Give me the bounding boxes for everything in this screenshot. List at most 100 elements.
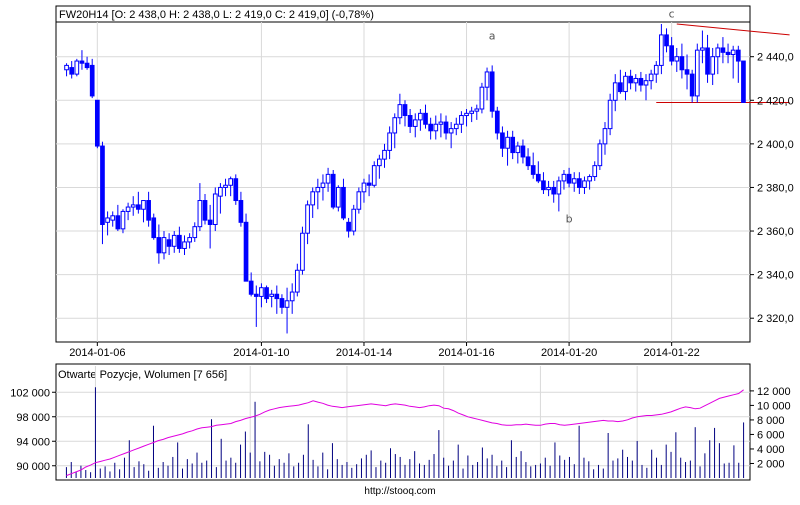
candle-body xyxy=(69,67,75,75)
candle-body xyxy=(638,77,644,86)
price-y-axis: 2 320,0 2 340,0 2 360,0 2 380,0 2 400,0 2 420… xyxy=(750,52,794,325)
candle-body xyxy=(720,47,726,53)
price-y-tick-label: 2 380,0 xyxy=(757,182,794,194)
candle-body xyxy=(218,186,223,197)
candle-body xyxy=(515,145,521,154)
candle-body xyxy=(94,99,100,147)
price-x-tick-label: 2014-01-06 xyxy=(69,347,125,359)
candle-body xyxy=(253,293,259,297)
candle-body xyxy=(607,99,613,130)
volume-panel-frame xyxy=(55,363,751,481)
wave-label-c: c xyxy=(669,7,675,20)
candle-body xyxy=(469,110,475,114)
candle-body xyxy=(500,132,505,149)
candle-body xyxy=(725,51,731,56)
candle-body xyxy=(192,226,198,239)
candle-body xyxy=(730,49,736,56)
candle-body xyxy=(207,219,213,225)
candle-body xyxy=(105,217,110,223)
candle-body xyxy=(187,237,192,243)
wave-label-a: a xyxy=(489,29,496,42)
volume-axis-tick-label: 8 000 xyxy=(757,415,785,427)
candle-body xyxy=(525,156,531,167)
volume-axis-tick-label: 10 000 xyxy=(757,400,791,412)
candle-body xyxy=(136,204,141,210)
candle-body xyxy=(264,287,269,300)
candle-body xyxy=(320,182,326,188)
candle-body xyxy=(243,221,249,282)
oi-axis-tick-label: 94 000 xyxy=(16,436,50,448)
trendline xyxy=(676,23,790,36)
candle-body xyxy=(505,136,510,149)
candle-body xyxy=(735,49,741,62)
candle-body xyxy=(202,200,208,221)
candle-body xyxy=(494,110,500,134)
oi-axis-tick-label: 102 000 xyxy=(10,387,50,399)
candle-body xyxy=(212,193,218,225)
candle-body xyxy=(305,204,310,234)
candle-body xyxy=(310,191,316,206)
candle-body xyxy=(464,112,469,117)
candle-body xyxy=(407,115,413,127)
candle-body xyxy=(418,112,423,121)
price-y-tick-label: 2 360,0 xyxy=(757,226,794,238)
candle-body xyxy=(694,49,700,97)
candle-body xyxy=(156,237,162,254)
candle-body xyxy=(84,62,90,69)
candle-body xyxy=(366,182,372,186)
candles xyxy=(64,24,746,334)
volume-axis-tick-label: 12 000 xyxy=(757,386,791,398)
candle-body xyxy=(479,86,485,110)
candle-body xyxy=(371,165,377,186)
price-x-tick-label: 2014-01-10 xyxy=(233,347,289,359)
candle-body xyxy=(700,47,705,51)
price-header-text: FW20H14 [O: 2 438,0 H: 2 438,0 L: 2 419,0… xyxy=(59,9,374,21)
candle-body xyxy=(715,47,721,58)
candle-body xyxy=(412,119,418,127)
candle-body xyxy=(556,180,562,195)
candle-body xyxy=(130,204,136,208)
candle-body xyxy=(120,210,126,230)
price-y-tick-label: 2 440,0 xyxy=(757,52,794,64)
volume-axis-tick-label: 4 000 xyxy=(757,444,785,456)
candle-body xyxy=(64,64,69,71)
candle-body xyxy=(648,73,654,82)
candle-body xyxy=(315,186,321,193)
candle-body xyxy=(100,145,105,225)
candle-body xyxy=(612,82,618,101)
candle-body xyxy=(684,69,690,75)
candle-body xyxy=(571,178,577,184)
candle-body xyxy=(602,128,608,145)
wave-label-b: b xyxy=(566,212,573,225)
candle-body xyxy=(387,132,392,151)
candle-body xyxy=(341,186,346,219)
candle-body xyxy=(289,291,295,302)
price-panel-frame xyxy=(55,5,751,343)
price-x-tick-label: 2014-01-20 xyxy=(541,347,597,359)
candle-body xyxy=(166,239,172,247)
candle-body xyxy=(397,104,403,119)
candle-body xyxy=(125,206,131,212)
candle-body xyxy=(248,280,254,295)
candle-body xyxy=(171,234,177,247)
candle-body xyxy=(623,75,628,93)
price-x-axis: 2014-01-06 2014-01-10 2014-01-14 2014-01-16… xyxy=(69,342,700,359)
candle-body xyxy=(541,180,546,191)
candle-body xyxy=(484,71,490,88)
price-header-box xyxy=(55,5,751,23)
candle-body xyxy=(233,178,239,202)
candle-body xyxy=(679,56,685,71)
candle-body xyxy=(587,176,592,182)
header-symbol: FW20H14 xyxy=(59,9,109,21)
candle-body xyxy=(459,115,464,125)
candle-body xyxy=(453,123,459,130)
candle-body xyxy=(546,186,551,191)
volume-axis: 2 000 4 000 6 000 8 000 10 000 12 000 xyxy=(750,386,791,470)
candle-body xyxy=(551,186,557,195)
candle-body xyxy=(576,178,582,188)
candle-body xyxy=(238,200,244,223)
candle-body xyxy=(582,180,587,188)
candle-body xyxy=(110,215,116,221)
